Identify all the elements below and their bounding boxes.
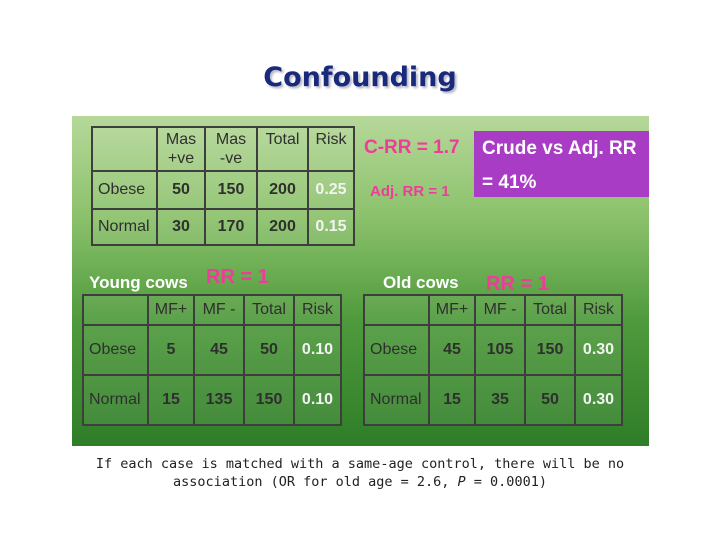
table-cell: 45 (428, 324, 476, 376)
table-cell: 50 (243, 324, 295, 376)
crude-table: Mas +ve Mas -ve Total Risk Obese 50 150 … (91, 126, 355, 246)
header-line: Risk (315, 131, 347, 148)
header-line: +ve (167, 150, 195, 167)
header-cell-risk: Risk (293, 294, 342, 326)
caption-text-end: = 0.0001) (465, 474, 547, 490)
table-cell: 105 (474, 324, 526, 376)
table-cell: 150 (524, 324, 576, 376)
young-cows-label: Young cows (89, 273, 188, 292)
risk-cell: 0.15 (307, 208, 355, 246)
table-header-row: MF+ MF - Total Risk (363, 294, 623, 326)
caption-p-letter: P (457, 474, 466, 490)
crude-rr-label: C-RR = 1.7 (364, 137, 460, 158)
table-cell: 150 (243, 374, 295, 426)
old-cows-label: Old cows (383, 273, 459, 292)
table-cell: 200 (256, 170, 309, 210)
table-header-row: MF+ MF - Total Risk (82, 294, 342, 326)
caption-text: If each case is matched with a same-age … (95, 456, 625, 490)
header-cell-empty (82, 294, 149, 326)
table-row: Normal 15 35 50 0.30 (363, 374, 623, 426)
header-cell-mf-neg: MF - (474, 294, 526, 326)
row-label: Normal (82, 374, 149, 426)
table-cell: 30 (156, 208, 206, 246)
table-row: Normal 30 170 200 0.15 (91, 208, 355, 246)
header-cell-total: Total (524, 294, 576, 326)
table-cell: 5 (147, 324, 195, 376)
header-cell-mf-pos: MF+ (147, 294, 195, 326)
header-cell-mf-pos: MF+ (428, 294, 476, 326)
table-row: Obese 50 150 200 0.25 (91, 170, 355, 210)
adjusted-rr-label: Adj. RR = 1 (370, 183, 450, 200)
risk-cell: 0.25 (307, 170, 355, 210)
header-cell-risk: Risk (307, 126, 355, 172)
callout-line2: = 41% (482, 172, 537, 193)
risk-cell: 0.10 (293, 374, 342, 426)
callout-line1: Crude vs Adj. RR (482, 138, 637, 159)
table-row: Obese 5 45 50 0.10 (82, 324, 342, 376)
table-cell: 15 (428, 374, 476, 426)
row-label: Normal (363, 374, 430, 426)
risk-cell: 0.10 (293, 324, 342, 376)
header-cell-empty (363, 294, 430, 326)
table-row: Obese 45 105 150 0.30 (363, 324, 623, 376)
crude-vs-adjusted-callout: Crude vs Adj. RR = 41% (474, 131, 649, 197)
slide-caption: If each case is matched with a same-age … (90, 455, 630, 491)
old-cows-table: MF+ MF - Total Risk Obese 45 105 150 0.3… (363, 294, 623, 426)
header-line: Mas (165, 131, 197, 148)
row-label: Obese (82, 324, 149, 376)
slide-title: Confounding (263, 62, 457, 93)
table-header-row: Mas +ve Mas -ve Total Risk (91, 126, 355, 172)
table-cell: 45 (193, 324, 245, 376)
header-cell-risk: Risk (574, 294, 623, 326)
header-cell-total: Total (256, 126, 309, 172)
young-cows-table: MF+ MF - Total Risk Obese 5 45 50 0.10 N… (82, 294, 342, 426)
header-cell-mas-neg: Mas -ve (204, 126, 258, 172)
header-line: -ve (219, 150, 243, 167)
risk-cell: 0.30 (574, 324, 623, 376)
table-row: Normal 15 135 150 0.10 (82, 374, 342, 426)
row-label: Obese (91, 170, 158, 210)
row-label: Normal (91, 208, 158, 246)
table-cell: 135 (193, 374, 245, 426)
young-rr-label: RR = 1 (206, 266, 269, 288)
table-cell: 35 (474, 374, 526, 426)
header-line: Total (265, 131, 300, 148)
header-cell-empty (91, 126, 158, 172)
table-cell: 150 (204, 170, 258, 210)
table-cell: 50 (524, 374, 576, 426)
header-cell-total: Total (243, 294, 295, 326)
table-cell: 15 (147, 374, 195, 426)
old-rr-label: RR = 1 (486, 273, 549, 295)
header-line: Mas (215, 131, 247, 148)
table-cell: 200 (256, 208, 309, 246)
header-cell-mas-pos: Mas +ve (156, 126, 206, 172)
header-cell-mf-neg: MF - (193, 294, 245, 326)
table-cell: 170 (204, 208, 258, 246)
risk-cell: 0.30 (574, 374, 623, 426)
table-cell: 50 (156, 170, 206, 210)
row-label: Obese (363, 324, 430, 376)
